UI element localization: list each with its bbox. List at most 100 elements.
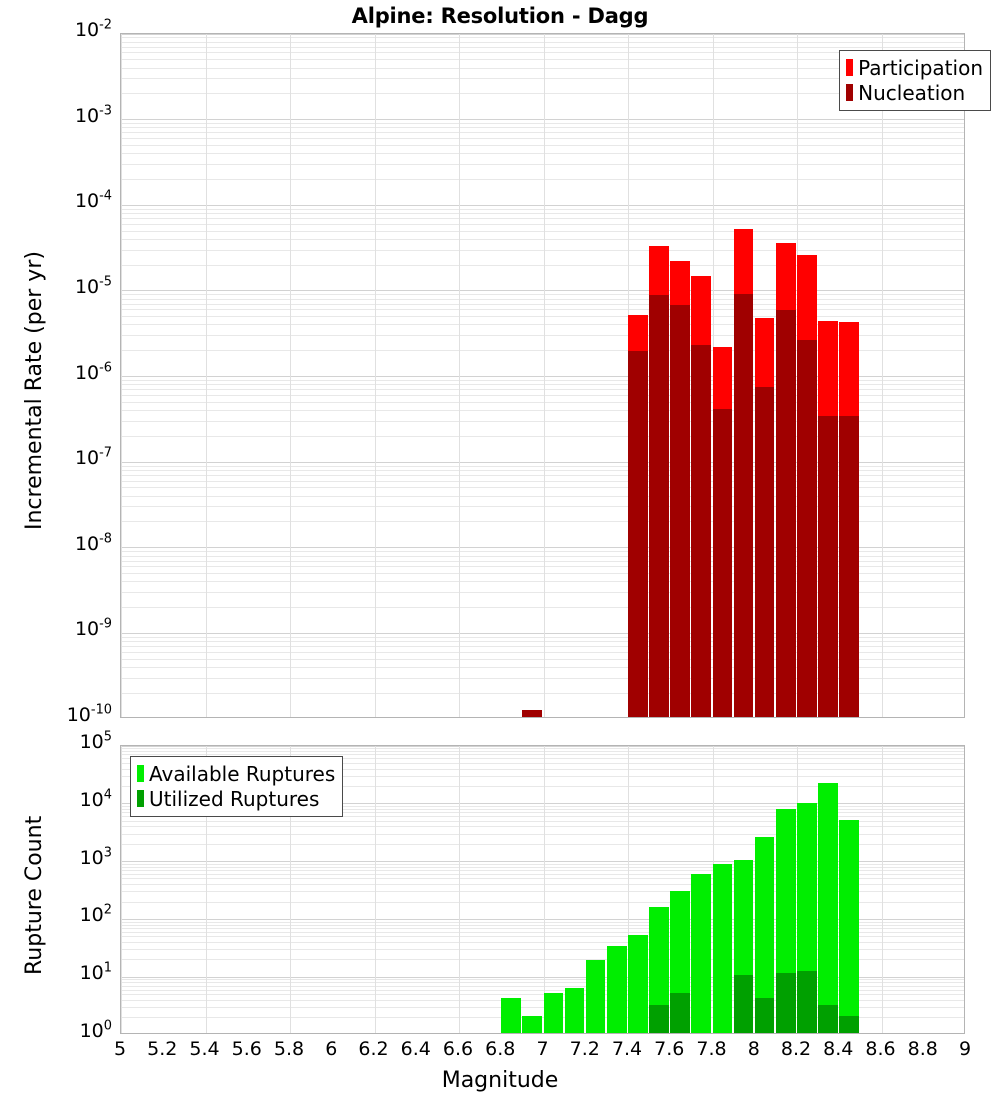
gridline — [121, 641, 964, 643]
bar — [733, 746, 754, 1033]
bar-segment-available-ruptures — [585, 960, 606, 1033]
gridline-vertical — [543, 746, 545, 1033]
x-tick-label: 8 — [747, 1038, 760, 1060]
gridline — [121, 843, 964, 845]
gridline — [121, 891, 964, 893]
bar-segment-nucleation — [628, 350, 648, 717]
x-tick-label: 8.8 — [907, 1038, 938, 1060]
gridline — [121, 376, 964, 377]
legend-item-participation: Participation — [846, 55, 983, 80]
gridline — [121, 607, 964, 609]
gridline — [121, 566, 964, 568]
gridline — [121, 350, 964, 352]
bar-segment-nucleation — [691, 345, 711, 717]
gridline — [121, 751, 964, 753]
gridline-vertical — [121, 34, 122, 717]
x-tick-label: 5.6 — [231, 1038, 262, 1060]
x-tick-label: 7.4 — [611, 1038, 643, 1060]
bar-segment-nucleation — [649, 295, 669, 717]
gridline — [121, 805, 964, 807]
gridline — [121, 936, 964, 938]
bar — [839, 34, 859, 717]
legend-bottom: Available Ruptures Utilized Ruptures — [130, 756, 344, 817]
gridline — [121, 163, 964, 165]
bar-segment-available-ruptures — [754, 836, 775, 1033]
y-tick-label: 100 — [79, 1018, 112, 1042]
gridline — [121, 982, 964, 984]
gridline — [121, 921, 964, 923]
gridline — [121, 298, 964, 300]
gridline — [121, 59, 964, 61]
bar-segment-available-ruptures — [543, 992, 564, 1033]
gridline — [121, 870, 964, 872]
gridline — [121, 290, 964, 292]
bar — [797, 34, 817, 717]
y-tick-label: 10-7 — [74, 445, 112, 470]
gridline — [121, 410, 964, 412]
legend-item-available-ruptures: Available Ruptures — [137, 761, 335, 786]
gridline — [121, 901, 964, 903]
gridline-vertical — [543, 34, 545, 717]
bar — [670, 34, 690, 717]
x-tick-label: 7 — [536, 1038, 549, 1060]
bar-segment-available-ruptures — [818, 783, 838, 1033]
y-tick-label: 105 — [79, 729, 112, 753]
bar-segment-utilized-ruptures — [797, 970, 817, 1033]
y-tick-label: 10-2 — [74, 17, 112, 41]
x-tick-label: 5.4 — [189, 1038, 220, 1060]
gridline — [121, 93, 964, 95]
gridline — [121, 435, 964, 437]
bar — [649, 746, 669, 1033]
bar-segment-utilized-ruptures — [649, 1005, 669, 1033]
bar-segment-available-ruptures — [564, 988, 585, 1033]
gridline — [121, 78, 964, 80]
gridline — [121, 748, 964, 750]
gridline — [121, 41, 964, 43]
gridline — [121, 768, 964, 770]
gridline — [121, 785, 964, 787]
gridline — [121, 335, 964, 337]
rupture-count-plot: Available Ruptures Utilized Ruptures — [120, 745, 965, 1034]
y-tick-label: 10-5 — [74, 274, 112, 298]
gridline — [121, 238, 964, 240]
gridline — [121, 636, 964, 638]
gridline — [121, 976, 964, 978]
gridline — [121, 144, 964, 146]
gridline — [121, 208, 964, 210]
x-tick-label: 5.2 — [147, 1038, 178, 1060]
legend-item-utilized-ruptures: Utilized Ruptures — [137, 786, 335, 811]
gridline — [121, 985, 964, 987]
y-tick-label: 101 — [79, 960, 112, 985]
gridline — [121, 461, 964, 463]
bar-segment-nucleation — [818, 415, 838, 717]
gridline — [121, 394, 964, 396]
gridline — [121, 230, 964, 232]
gridline — [121, 816, 964, 818]
gridline — [121, 924, 964, 926]
gridline — [121, 34, 964, 35]
gridline — [121, 861, 964, 863]
bar-segment-nucleation — [775, 309, 796, 717]
gridline — [121, 775, 964, 777]
bar-segment-available-ruptures — [606, 946, 627, 1033]
gridline — [121, 646, 964, 648]
bar — [691, 746, 711, 1033]
gridline — [121, 931, 964, 933]
gridline — [121, 758, 964, 760]
bar — [628, 34, 648, 717]
bar — [522, 34, 542, 717]
gridline — [121, 555, 964, 557]
gridline — [121, 820, 964, 822]
legend-label-participation: Participation — [858, 55, 983, 80]
x-tick-label: 6.6 — [442, 1038, 474, 1060]
gridline — [121, 389, 964, 391]
gridline — [121, 178, 964, 180]
gridline — [121, 632, 964, 634]
bar-segment-available-ruptures — [501, 998, 521, 1033]
gridline — [121, 132, 964, 134]
gridline-vertical — [881, 746, 883, 1033]
bar — [585, 746, 606, 1033]
gridline — [121, 127, 964, 129]
x-tick-label: 6.2 — [358, 1038, 389, 1060]
gridline — [121, 495, 964, 497]
